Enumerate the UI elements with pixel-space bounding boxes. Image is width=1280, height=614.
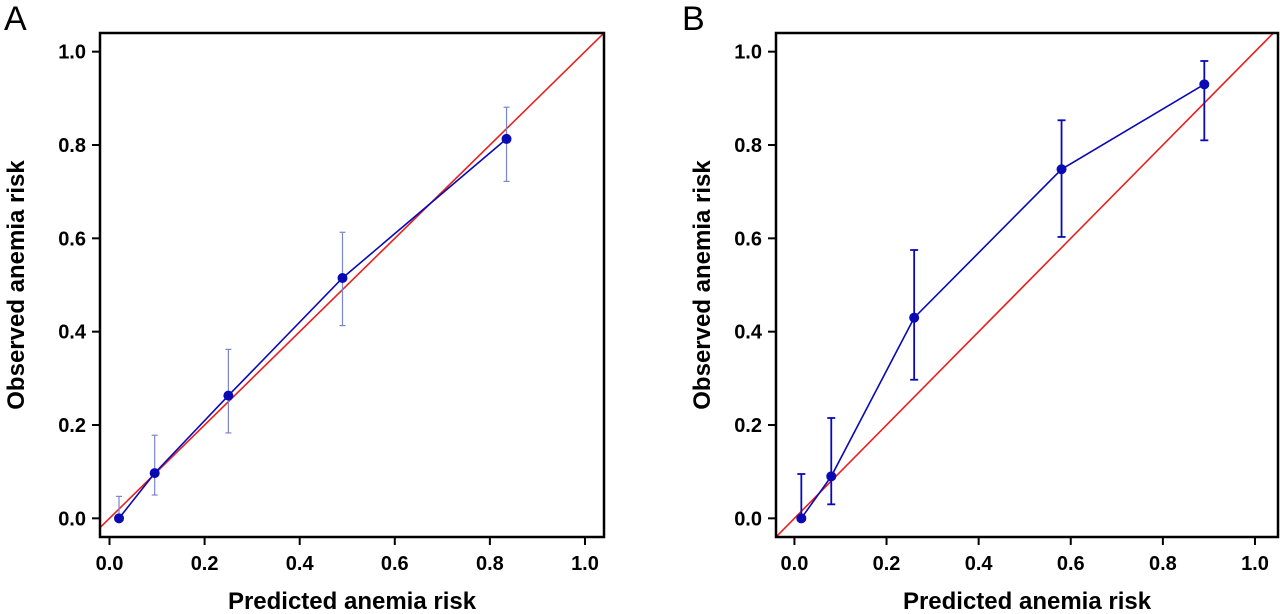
x-tick-label: 0.8 <box>476 553 504 575</box>
series-line <box>118 138 508 519</box>
y-tick-label: 0.8 <box>58 135 86 157</box>
plot-frame <box>98 31 606 539</box>
x-tick-label: 0.6 <box>1057 553 1085 575</box>
data-point <box>796 513 807 524</box>
y-axis-title: Observed anemia risk <box>689 160 716 410</box>
y-tick-label: 0.6 <box>58 228 86 250</box>
x-tick-label: 0.2 <box>191 553 219 575</box>
y-tick-label: 0.4 <box>58 322 87 344</box>
x-tick-label: 0.0 <box>781 553 809 575</box>
y-tick-label: 0.6 <box>734 228 762 250</box>
x-tick-label: 0.8 <box>1149 553 1177 575</box>
series-line <box>800 83 1205 519</box>
data-point <box>1056 164 1067 175</box>
x-axis-title: Predicted anemia risk <box>228 588 477 614</box>
data-point <box>149 468 160 479</box>
panel-a: A 0.0 0.2 0.4 0.6 0.8 1.0 0.0 0.2 0.4 0.6 0.8 1.0 Pre… <box>3 0 606 614</box>
data-point <box>337 273 348 283</box>
y-tick-label: 1.0 <box>734 42 762 64</box>
y-tick-label: 0.0 <box>58 508 86 530</box>
x-tick-label: 0.4 <box>965 553 994 575</box>
data-point <box>1199 79 1210 90</box>
y-tick-label: 0.2 <box>58 415 86 437</box>
panel-letter: B <box>682 0 705 38</box>
x-tick-label: 0.2 <box>873 553 901 575</box>
x-tick-label: 0.0 <box>96 553 124 575</box>
data-point <box>114 513 125 524</box>
y-tick-label: 1.0 <box>58 42 86 64</box>
data-point <box>501 133 512 144</box>
panel-b: B 0.0 0.2 0.4 0.6 0.8 1.0 0.0 0.2 0.4 0.6 0.8 1.0 Pre… <box>682 0 1280 614</box>
x-axis-title: Predicted anemia risk <box>903 588 1152 614</box>
y-tick-label: 0.0 <box>734 508 762 530</box>
y-tick-label: 0.4 <box>734 322 763 344</box>
data-point <box>223 390 234 401</box>
x-tick-label: 0.4 <box>286 553 315 575</box>
y-tick-label: 0.2 <box>734 415 762 437</box>
plot-frame <box>774 31 1280 539</box>
y-axis-title: Observed anemia risk <box>3 160 30 410</box>
panel-letter: A <box>4 0 27 38</box>
data-point <box>826 471 837 482</box>
y-tick-label: 0.8 <box>734 135 762 157</box>
data-point <box>909 312 920 323</box>
reference-line <box>100 33 604 529</box>
x-tick-label: 0.6 <box>381 553 409 575</box>
x-tick-label: 1.0 <box>1241 553 1269 575</box>
x-tick-label: 1.0 <box>571 553 599 575</box>
